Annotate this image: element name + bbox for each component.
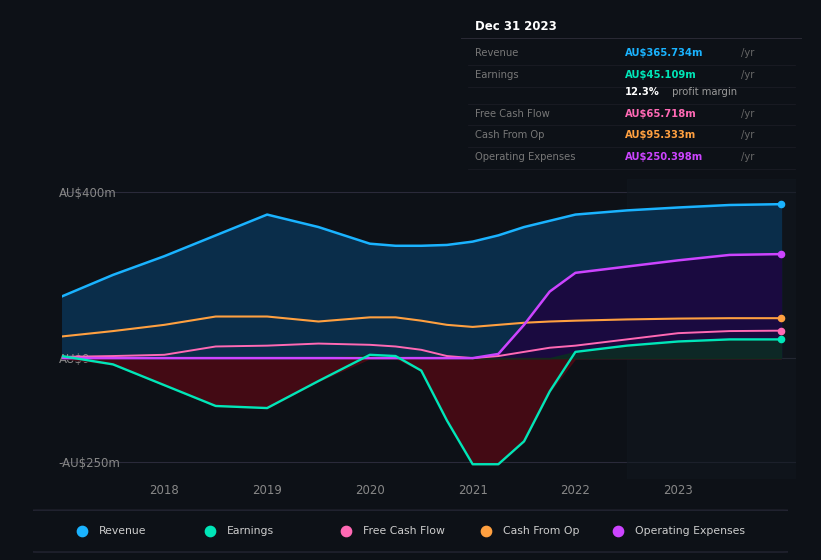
Point xyxy=(774,326,787,335)
Text: /yr: /yr xyxy=(741,109,754,119)
Text: Revenue: Revenue xyxy=(475,48,518,58)
Text: AU$250.398m: AU$250.398m xyxy=(625,152,704,162)
Point xyxy=(774,314,787,323)
Point xyxy=(774,335,787,344)
Text: AU$65.718m: AU$65.718m xyxy=(625,109,697,119)
Point xyxy=(204,526,217,535)
Text: Operating Expenses: Operating Expenses xyxy=(635,526,745,535)
Text: Operating Expenses: Operating Expenses xyxy=(475,152,576,162)
Text: Free Cash Flow: Free Cash Flow xyxy=(363,526,445,535)
FancyBboxPatch shape xyxy=(29,510,791,552)
Point xyxy=(612,526,625,535)
Text: Dec 31 2023: Dec 31 2023 xyxy=(475,20,557,32)
Text: Free Cash Flow: Free Cash Flow xyxy=(475,109,550,119)
Point xyxy=(76,526,89,535)
Text: Earnings: Earnings xyxy=(227,526,274,535)
Text: /yr: /yr xyxy=(741,130,754,141)
Text: profit margin: profit margin xyxy=(669,87,737,97)
Text: /yr: /yr xyxy=(741,152,754,162)
Text: AU$365.734m: AU$365.734m xyxy=(625,48,704,58)
Point xyxy=(774,250,787,259)
Text: 12.3%: 12.3% xyxy=(625,87,660,97)
Text: Cash From Op: Cash From Op xyxy=(475,130,544,141)
Text: AU$45.109m: AU$45.109m xyxy=(625,70,697,80)
Point xyxy=(340,526,353,535)
Point xyxy=(479,526,493,535)
Point xyxy=(774,200,787,209)
Bar xyxy=(626,179,801,479)
Text: Cash From Op: Cash From Op xyxy=(502,526,579,535)
Text: AU$95.333m: AU$95.333m xyxy=(625,130,696,141)
Text: Earnings: Earnings xyxy=(475,70,519,80)
Text: Revenue: Revenue xyxy=(99,526,146,535)
Text: /yr: /yr xyxy=(741,70,754,80)
Text: /yr: /yr xyxy=(741,48,754,58)
